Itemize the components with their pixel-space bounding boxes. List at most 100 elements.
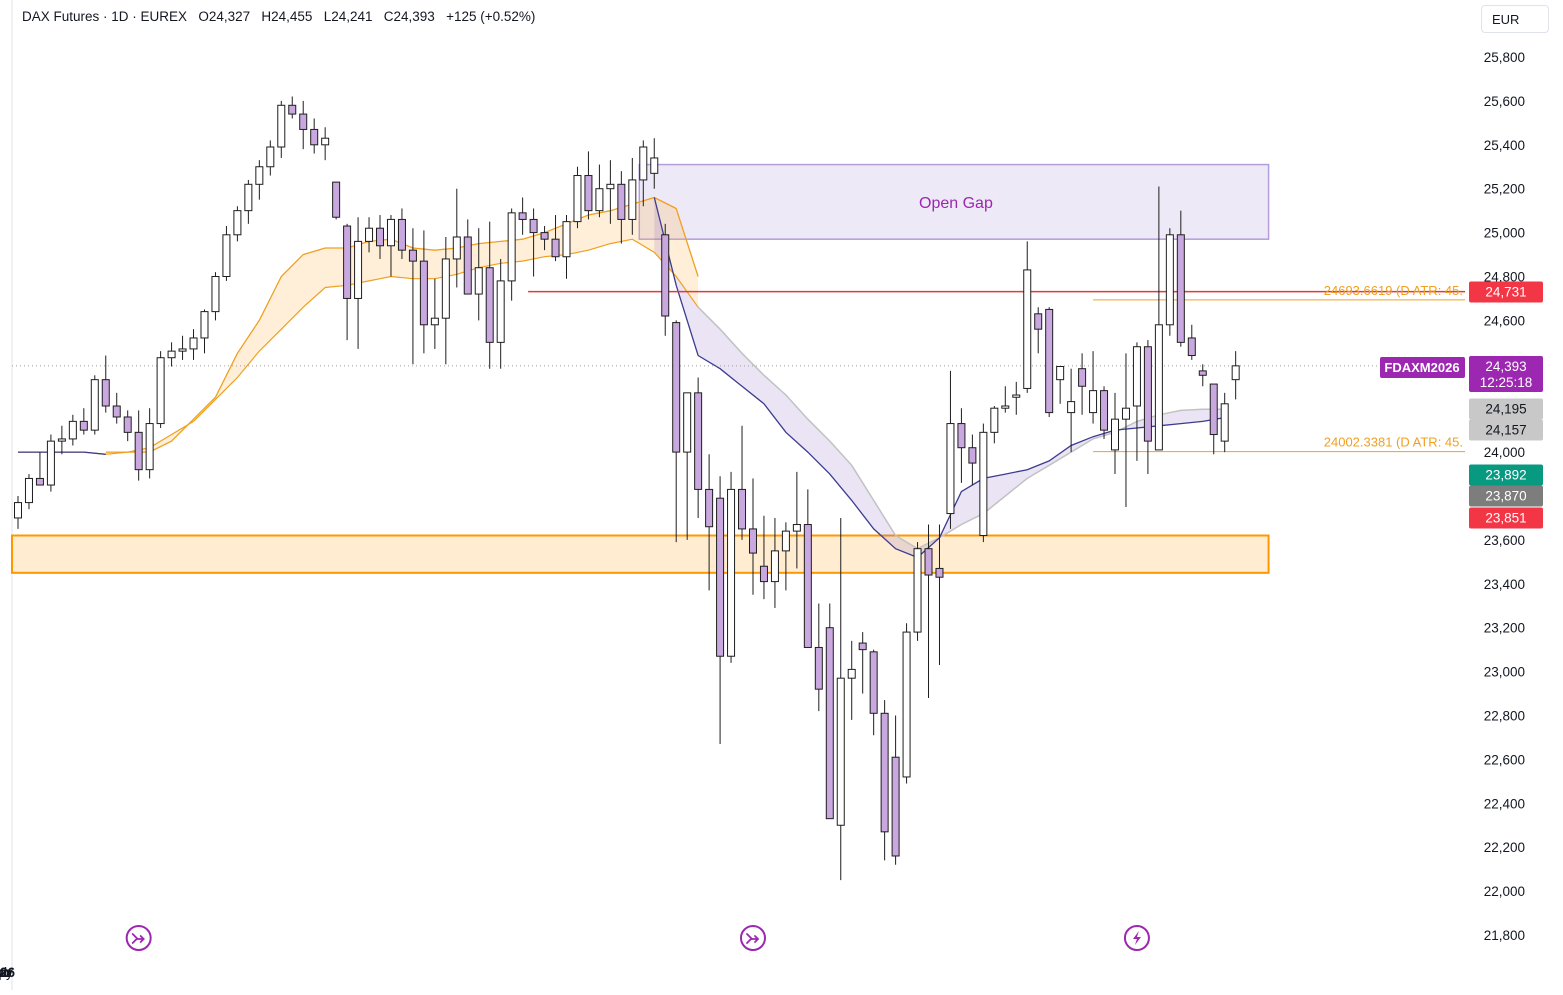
- change-value: +125 (+0.52%): [446, 9, 536, 24]
- candle-body: [1067, 401, 1076, 414]
- candle-body: [244, 183, 253, 212]
- x-tick-label: Feb: [0, 965, 12, 980]
- candle-body: [321, 137, 330, 146]
- candle-body: [694, 392, 703, 490]
- candle-body: [376, 227, 385, 247]
- candle-body: [595, 188, 604, 212]
- price-tag-text: 24,195: [1485, 402, 1526, 417]
- candle-body: [288, 104, 297, 115]
- candle-body: [1121, 407, 1130, 420]
- candle-body: [222, 234, 231, 277]
- candle-body: [803, 524, 812, 648]
- candle-body: [507, 212, 516, 282]
- candle-body: [1209, 383, 1218, 436]
- candle-body: [727, 488, 736, 657]
- lightning-icon: [1123, 925, 1150, 951]
- open-gap-label: Open Gap: [919, 195, 993, 212]
- candle-body: [1176, 234, 1185, 343]
- candle-body: [167, 350, 176, 359]
- candle-body: [441, 258, 450, 319]
- candle-body: [1231, 365, 1240, 381]
- candle-body: [1111, 418, 1119, 451]
- candle-body: [101, 379, 110, 407]
- candle-body: [310, 128, 319, 146]
- candle-body: [1045, 308, 1054, 414]
- candle-body: [672, 322, 681, 453]
- candle-body: [902, 631, 911, 778]
- candle-body: [24, 477, 33, 504]
- y-tick-label: 22,000: [1484, 884, 1525, 899]
- candle-body: [79, 420, 88, 431]
- close-value: C24,393: [383, 9, 435, 24]
- candle-body: [781, 530, 790, 552]
- candle-body: [452, 236, 461, 260]
- candle-body: [14, 502, 22, 519]
- y-tick-label: 23,200: [1484, 621, 1525, 636]
- candle-body: [847, 668, 856, 679]
- y-tick-label: 23,600: [1484, 533, 1525, 548]
- candle-body: [419, 260, 428, 326]
- price-tag-text: 24,731: [1485, 285, 1526, 300]
- y-tick-label: 23,000: [1484, 665, 1525, 680]
- candle-body: [189, 337, 198, 350]
- candle-body: [825, 627, 834, 820]
- candle-body: [123, 416, 132, 433]
- candle-body: [485, 267, 494, 343]
- y-tick-label: 22,600: [1484, 752, 1525, 767]
- candle-body: [145, 423, 154, 471]
- candle-body: [57, 438, 66, 442]
- candle-body: [156, 357, 165, 425]
- candle-body: [562, 221, 571, 258]
- candle-body: [1078, 368, 1087, 387]
- candle-body: [836, 677, 845, 826]
- candle-body: [705, 488, 714, 528]
- y-tick-label: 23,400: [1484, 577, 1525, 592]
- atr-label-0: 24693.6619 (D ATR: 45.: [1324, 283, 1463, 298]
- candle-body: [1220, 403, 1229, 442]
- x-tick-label: Mar: [0, 965, 12, 980]
- price-tag: [1469, 398, 1543, 420]
- currency-selector[interactable]: EUR: [1481, 5, 1549, 33]
- candle-body: [178, 348, 187, 352]
- lightning-glyph: [1132, 931, 1141, 945]
- x-tick-label: Jun: [0, 965, 11, 980]
- high-value: H24,455: [261, 9, 313, 24]
- candle-body: [573, 175, 582, 223]
- candle-body: [430, 317, 439, 326]
- candle-body: [46, 440, 55, 486]
- candle-body: [551, 238, 560, 258]
- price-tag-text: 23,870: [1485, 489, 1526, 504]
- candle-body: [1198, 370, 1207, 376]
- y-tick-label: 25,400: [1484, 138, 1525, 153]
- y-tick-label: 24,800: [1484, 270, 1525, 285]
- y-tick-label: 24,000: [1484, 445, 1525, 460]
- candle-body: [518, 212, 527, 220]
- candle-body: [891, 756, 900, 857]
- price-tag: [1469, 507, 1543, 529]
- candle-body: [134, 431, 143, 471]
- candle-body: [266, 146, 275, 168]
- candle-body: [35, 477, 44, 486]
- price-tag: [1469, 485, 1543, 507]
- candle-body: [792, 524, 801, 532]
- candle-body: [617, 183, 626, 220]
- candle-body: [211, 276, 220, 313]
- price-tag: [1469, 281, 1543, 303]
- candle-body: [233, 210, 242, 236]
- x-tick-label: May: [0, 965, 13, 980]
- atr-label-1: 24002.3381 (D ATR: 45.: [1324, 435, 1463, 450]
- arrow-glyph: [746, 933, 760, 944]
- candle-body: [1154, 324, 1163, 451]
- low-value: L24,241: [323, 9, 373, 24]
- candle-body: [584, 175, 593, 212]
- price-tag: [1469, 464, 1543, 486]
- candle-body: [683, 392, 692, 453]
- candle-body: [650, 157, 659, 174]
- candle-body: [869, 651, 878, 714]
- candle-body: [354, 240, 363, 299]
- candle-body: [200, 311, 209, 339]
- price-tag: [1469, 356, 1543, 392]
- symbol-tag: [1380, 357, 1465, 378]
